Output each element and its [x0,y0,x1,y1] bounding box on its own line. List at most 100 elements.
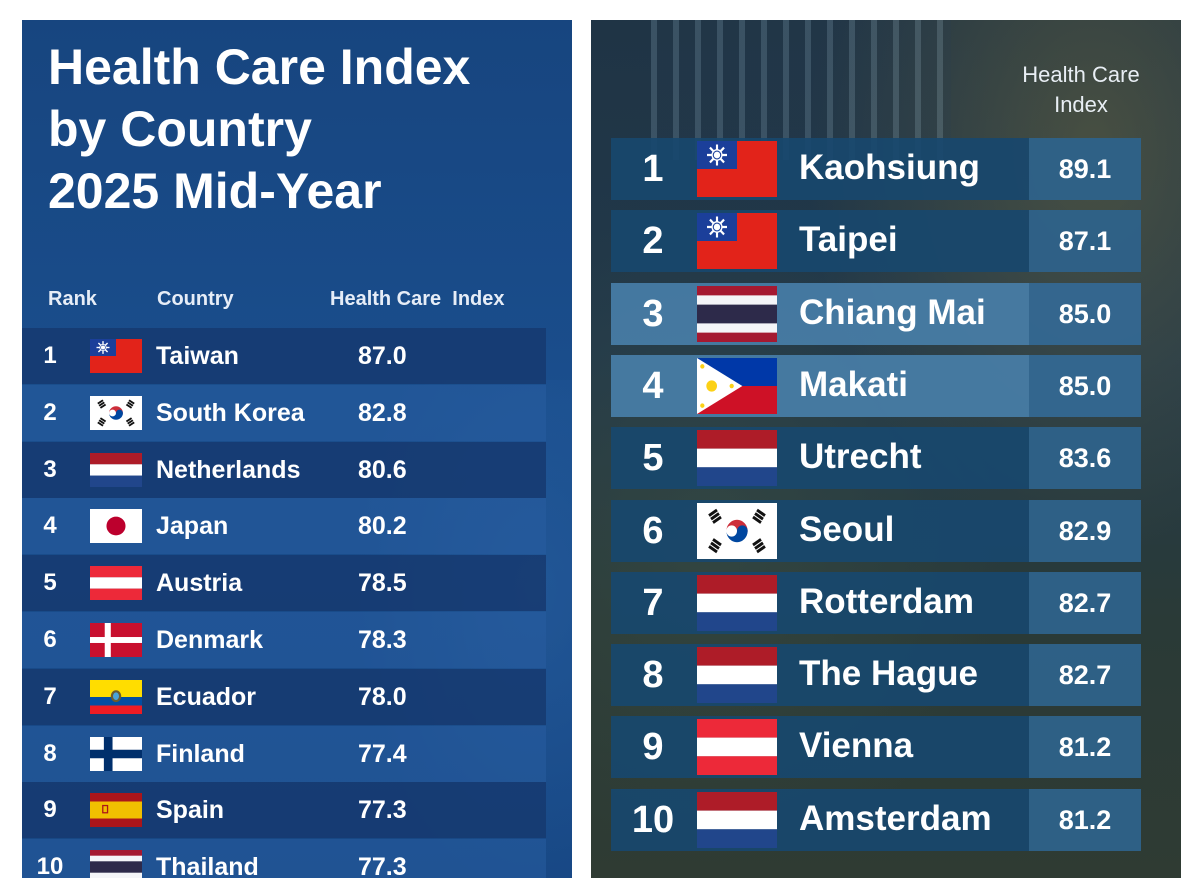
netherlands-flag-icon [90,452,142,487]
city-cell: The Hague [695,644,1029,707]
country-row: 9 Spain 77.3 [22,782,546,839]
netherlands-flag-icon [697,647,777,704]
rank-number: 3 [611,282,695,345]
country-name: Japan [156,512,229,541]
city-name: The Hague [799,654,978,694]
rank-number: 6 [43,626,57,653]
south-korea-flag-icon [90,395,142,430]
title-line-1: Health Care Index [48,39,471,95]
column-header-index-part-1: Health Care [330,288,442,310]
country-row: 8 Finland 77.4 [22,725,546,782]
index-value: 77.3 [358,796,407,825]
column-header-rank: Rank [48,288,97,310]
taiwan-flag-icon [697,213,777,270]
city-name: Chiang Mai [799,292,986,332]
city-row: 9 Vienna 81.2 [611,716,1141,779]
index-value: 78.0 [358,682,407,711]
index-value: 85.0 [1029,282,1141,345]
city-row: 3 Chiang Mai 85.0 [611,282,1141,345]
rank-number: 1 [611,138,695,200]
city-cell: Taipei [695,210,1029,273]
index-value: 87.0 [358,342,407,370]
country-row: 5 Austria 78.5 [22,555,546,612]
rank-number: 8 [611,644,695,707]
taiwan-flag-icon [697,141,777,197]
city-name: Utrecht [799,437,922,477]
taiwan-flag-icon [90,339,142,373]
rank-number: 7 [43,682,57,710]
city-cell: Utrecht [695,427,1029,490]
city-cell: Makati [695,354,1029,417]
rank-number: 7 [611,571,695,634]
index-column-header: Health Care Index [1011,60,1151,120]
denmark-flag-icon [90,623,142,657]
city-row: 5 Utrecht 83.6 [611,427,1141,490]
country-row: 3 Netherlands 80.6 [22,441,546,498]
netherlands-flag-icon [697,430,777,487]
city-row: 10 Amsterdam 81.2 [611,788,1141,851]
spain-flag-icon [90,793,142,828]
rank-number: 1 [43,342,57,369]
index-value: 77.4 [358,739,407,768]
city-cell: Chiang Mai [695,282,1029,345]
city-name: Seoul [799,509,895,549]
city-cell: Rotterdam [695,571,1029,634]
rank-number: 10 [611,788,695,851]
city-ranking-panel: Health Care Index 1 Kaohsiung 89.1 2 Taipei 8… [591,20,1181,878]
city-row: 2 Taipei 87.1 [611,210,1141,273]
country-name: Taiwan [156,342,239,370]
column-header-index-part-2: Index [452,288,505,310]
country-name: Ecuador [156,682,257,711]
country-name: Thailand [156,853,259,878]
index-value: 83.6 [1029,427,1141,490]
city-name: Kaohsiung [799,148,980,187]
country-row: 7 Ecuador 78.0 [22,668,546,725]
index-value: 82.8 [358,398,407,427]
index-header-line-1: Health Care [1022,62,1140,87]
column-header-index: Health Care Index [330,288,505,311]
title-line-2: by Country [48,101,312,157]
title-line-3: 2025 Mid-Year [48,163,382,219]
rank-number: 6 [611,499,695,562]
country-name: Finland [156,739,245,768]
index-value: 89.1 [1029,138,1141,200]
city-name: Taipei [799,220,898,260]
index-value: 78.3 [358,626,407,654]
austria-flag-icon [90,566,142,601]
index-value: 85.0 [1029,354,1141,417]
rank-number: 5 [611,427,695,490]
rank-number: 4 [43,512,57,540]
philippines-flag-icon [697,357,777,414]
index-header-line-2: Index [1054,92,1108,117]
city-cell: Seoul [695,499,1029,562]
netherlands-flag-icon [697,791,777,848]
building-background [651,20,951,160]
rank-number: 2 [611,210,695,273]
chart-title: Health Care Index by Country 2025 Mid-Ye… [48,36,568,222]
country-row: 4 Japan 80.2 [22,498,546,555]
japan-flag-icon [90,509,142,544]
city-cell: Amsterdam [695,788,1029,851]
country-row: 2 South Korea 82.8 [22,384,546,441]
city-row: 6 Seoul 82.9 [611,499,1141,562]
rank-number: 10 [36,853,64,878]
country-name: Spain [156,796,225,825]
thailand-flag-icon [90,850,142,878]
city-row: 7 Rotterdam 82.7 [611,571,1141,634]
city-name: Vienna [799,726,914,766]
index-value: 80.6 [358,455,407,484]
city-name: Makati [799,364,908,404]
rank-number: 9 [43,796,57,824]
rank-number: 2 [43,398,57,426]
rank-number: 9 [611,716,695,779]
index-value: 82.7 [1029,571,1141,634]
rank-number: 3 [43,455,57,483]
country-name: Denmark [156,626,263,654]
country-name: Austria [156,569,243,598]
rank-number: 8 [43,739,57,767]
index-value: 81.2 [1029,788,1141,851]
index-value: 77.3 [358,853,407,878]
city-name: Rotterdam [799,581,975,621]
finland-flag-icon [90,736,142,771]
austria-flag-icon [697,719,777,776]
